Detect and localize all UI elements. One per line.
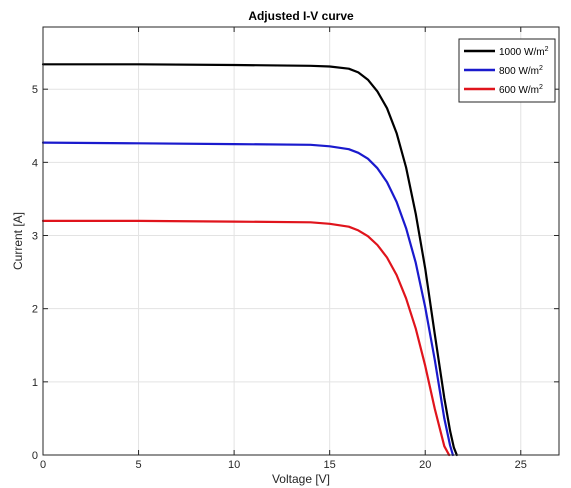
y-axis-label: Current [A]: [11, 212, 25, 270]
legend-label-superscript: 2: [545, 46, 549, 53]
series-line-1: [41, 141, 454, 457]
y-tick-label: 5: [32, 84, 38, 96]
x-tick-label: 10: [228, 459, 240, 471]
legend-label-1: 800 W/m2: [499, 65, 543, 77]
series-line-2: [41, 219, 451, 457]
legend-label-text: 1000 W/m: [499, 47, 545, 58]
y-tick-label: 3: [32, 231, 38, 243]
series-layer: [41, 63, 458, 457]
axis-ticks: 0 5 10 15 20 25 0 1 2 3 4 5: [32, 27, 559, 471]
y-tick-label: 1: [32, 377, 38, 389]
x-axis-label: Voltage [V]: [272, 472, 330, 486]
legend-label-superscript: 2: [539, 84, 543, 91]
x-tick-label: 5: [135, 459, 141, 471]
legend-label-0: 1000 W/m2: [499, 46, 549, 58]
legend-label-text: 800 W/m: [499, 66, 539, 77]
legend-label-text: 600 W/m: [499, 85, 539, 96]
plot-frame: [42, 26, 560, 456]
legend-label-superscript: 2: [539, 65, 543, 72]
y-tick-label: 4: [32, 157, 38, 169]
legend-label-2: 600 W/m2: [499, 84, 543, 96]
y-tick-label: 2: [32, 304, 38, 316]
chart-title: Adjusted I-V curve: [248, 9, 354, 23]
series-line-0: [41, 63, 458, 457]
x-tick-label: 15: [324, 459, 336, 471]
x-tick-label: 20: [419, 459, 431, 471]
x-tick-label: 0: [40, 459, 46, 471]
y-tick-label: 0: [32, 450, 38, 462]
x-tick-label: 25: [515, 459, 527, 471]
